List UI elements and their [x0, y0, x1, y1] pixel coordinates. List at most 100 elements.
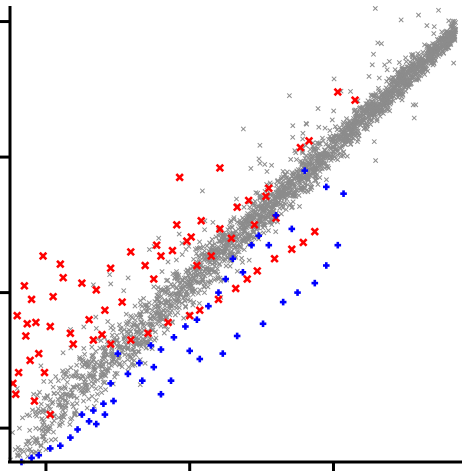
background-point [139, 341, 145, 347]
background-point [380, 100, 386, 106]
background-point [74, 362, 80, 368]
background-point [170, 302, 176, 309]
background-point [400, 87, 406, 93]
background-point [73, 408, 79, 414]
background-point [452, 27, 459, 33]
background-point [134, 342, 140, 348]
background-point [257, 142, 263, 148]
blue-point [35, 451, 43, 459]
background-point [182, 298, 188, 304]
blue-point [100, 400, 107, 408]
background-point [376, 75, 382, 81]
background-point [38, 401, 44, 407]
background-point [15, 452, 21, 458]
background-point [234, 268, 240, 274]
red-point [11, 390, 20, 399]
background-point [74, 383, 80, 389]
red-point [350, 95, 360, 105]
background-point [252, 208, 259, 214]
background-point [285, 192, 291, 198]
background-point [283, 206, 289, 213]
background-point [154, 295, 160, 302]
blue-point [340, 190, 347, 197]
background-point [164, 314, 170, 320]
red-point [270, 254, 279, 263]
background-point [338, 137, 344, 143]
blue-point [74, 426, 81, 433]
background-point [345, 138, 351, 144]
background-point [291, 182, 298, 188]
red-point [117, 297, 127, 307]
background-point [65, 374, 71, 380]
background-point [81, 345, 87, 352]
blue-point [301, 167, 309, 174]
background-point [355, 136, 361, 142]
background-point [150, 312, 156, 319]
background-point [33, 449, 39, 455]
red-point [92, 285, 101, 295]
background-point [146, 246, 152, 253]
background-point [86, 396, 92, 402]
background-point [400, 72, 406, 78]
red-point [163, 318, 173, 327]
background-point [210, 247, 216, 254]
background-point [148, 322, 154, 328]
background-point [61, 371, 67, 377]
background-point [371, 139, 377, 145]
background-point [163, 278, 169, 284]
background-point [179, 300, 185, 306]
background-point [400, 77, 406, 83]
blue-point [322, 262, 330, 269]
red-point [299, 238, 308, 247]
background-point [196, 279, 202, 285]
background-point [55, 390, 61, 396]
background-point [116, 340, 122, 346]
background-point [296, 203, 303, 210]
background-point [250, 229, 256, 235]
background-point [446, 18, 452, 24]
blue-point [255, 232, 263, 239]
blue-point [229, 255, 237, 263]
red-point [152, 240, 161, 250]
background-point [71, 412, 78, 418]
background-point [363, 104, 369, 110]
red-point [185, 311, 194, 320]
background-point [143, 304, 149, 310]
background-point [74, 395, 80, 401]
background-point [93, 397, 99, 403]
red-point [46, 322, 55, 331]
red-point [40, 368, 49, 377]
background-point [420, 49, 426, 55]
background-point [312, 173, 318, 180]
background-point [191, 299, 197, 305]
background-point [179, 240, 185, 246]
background-point [102, 379, 108, 386]
background-point [68, 387, 74, 393]
background-point [276, 194, 282, 200]
background-point [331, 133, 337, 139]
background-point [156, 235, 162, 241]
background-point [225, 227, 231, 233]
background-point [107, 272, 113, 278]
background-point [217, 261, 223, 267]
background-point [411, 115, 417, 121]
background-point [208, 278, 214, 284]
blue-point [248, 241, 255, 249]
background-point [305, 176, 311, 182]
background-point [273, 182, 279, 188]
background-point [191, 276, 197, 282]
background-point [58, 416, 64, 422]
background-point [305, 154, 311, 161]
background-point [322, 165, 328, 171]
background-point [155, 303, 161, 309]
background-point [369, 62, 375, 68]
background-point [207, 272, 214, 278]
background-point [179, 277, 185, 283]
background-point [103, 359, 109, 365]
background-point [202, 227, 208, 233]
background-point [327, 128, 333, 134]
background-point [117, 344, 123, 350]
background-point [93, 314, 99, 320]
background-point [38, 443, 44, 449]
background-point [24, 438, 30, 444]
